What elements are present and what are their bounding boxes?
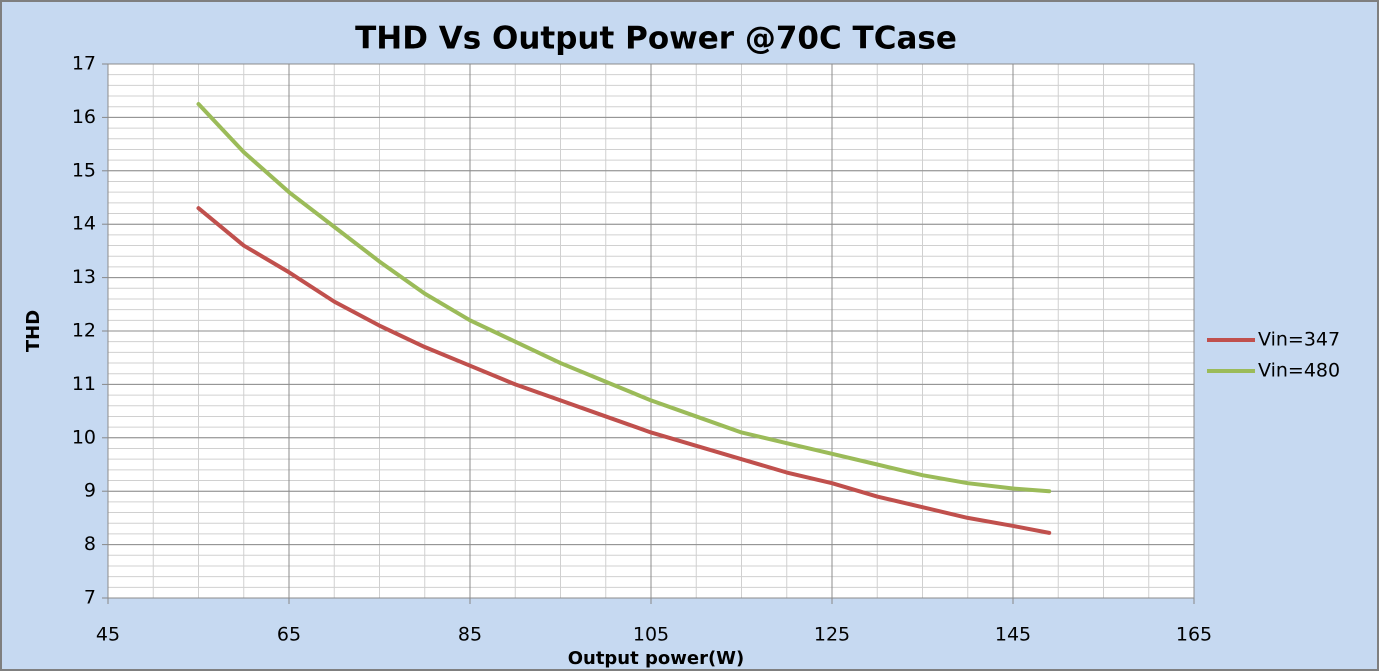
legend-label: Vin=347 — [1258, 329, 1340, 351]
x-tick-label: 165 — [1176, 624, 1212, 646]
legend-label: Vin=480 — [1258, 360, 1340, 382]
x-tick-label: 105 — [633, 624, 669, 646]
y-axis-label: THD — [23, 310, 44, 352]
y-tick-label: 7 — [84, 587, 96, 609]
x-axis-label: Output power(W) — [568, 648, 745, 669]
y-tick-label: 12 — [72, 320, 96, 342]
chart-title: THD Vs Output Power @70C TCase — [355, 21, 957, 57]
y-tick-label: 16 — [72, 106, 96, 128]
y-tick-label: 13 — [72, 266, 96, 288]
y-tick-label: 9 — [84, 480, 96, 502]
y-tick-label: 17 — [72, 53, 96, 75]
x-tick-label: 65 — [277, 624, 301, 646]
y-tick-label: 8 — [84, 533, 96, 555]
line-series — [196, 102, 1052, 494]
x-tick-label: 85 — [458, 624, 482, 646]
x-tick-label: 145 — [995, 624, 1031, 646]
y-tick-label: 14 — [72, 213, 96, 235]
y-tick-label: 11 — [72, 373, 96, 395]
x-tick-label: 45 — [96, 624, 120, 646]
y-tick-label: 10 — [72, 426, 96, 448]
line-series — [196, 206, 1052, 535]
y-tick-label: 15 — [72, 159, 96, 181]
x-tick-label: 125 — [814, 624, 850, 646]
